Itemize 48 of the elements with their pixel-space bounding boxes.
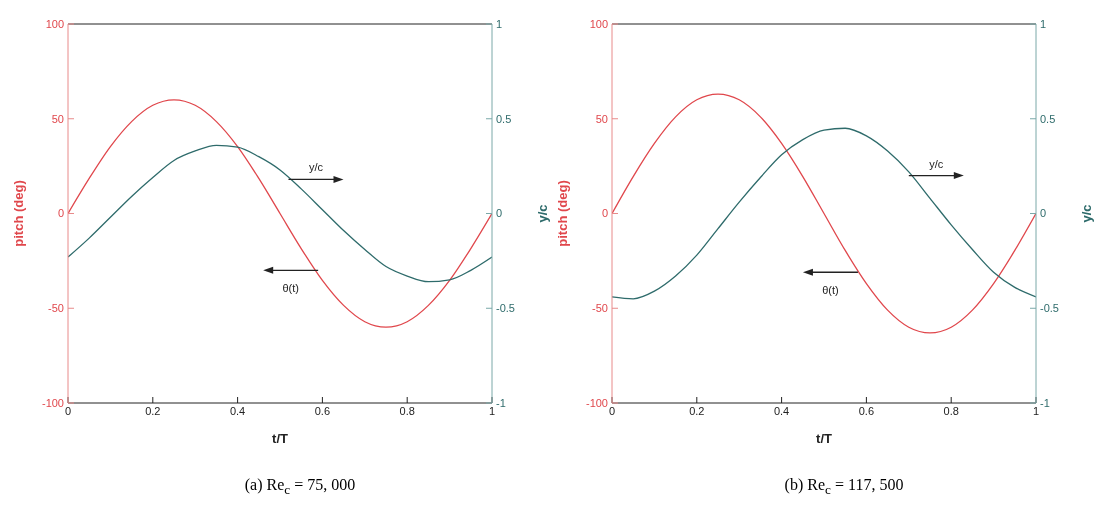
line-series <box>68 144 492 283</box>
y-axis-title: pitch (deg) <box>554 180 570 247</box>
y2-axis-title: y/c <box>534 204 550 223</box>
x-tick-label: 1 <box>1032 404 1040 417</box>
y-axis-title: pitch (deg) <box>10 180 26 247</box>
y-tick-label: 50 <box>51 112 64 125</box>
annotation: θ(t) <box>282 282 299 295</box>
text: (a) Re$_{c}$ = 75, 000 <box>243 476 357 499</box>
y-tick-label: -100 <box>585 396 608 409</box>
annotation: y/c <box>929 157 944 170</box>
y2-tick-label: 1 <box>1040 17 1047 30</box>
y2-tick-label: 0 <box>1040 207 1047 220</box>
x-tick-label: 0.6 <box>858 404 875 417</box>
x-tick-label: 0 <box>64 404 72 417</box>
y-tick-label: -50 <box>48 302 64 315</box>
text: (b) Re$_{c}$ = 117, 500 <box>783 476 905 499</box>
line-series <box>612 93 1036 334</box>
y2-tick-label: -0.5 <box>1040 302 1059 315</box>
x-tick-label: 0.2 <box>689 404 705 417</box>
y2-axis-title: y/c <box>1078 204 1094 223</box>
y2-tick-label: -1 <box>1040 396 1050 409</box>
y-tick-label: -50 <box>592 302 608 315</box>
x-tick-label: 0.6 <box>314 404 331 417</box>
line-series <box>68 99 492 328</box>
y-tick-label: 100 <box>45 17 64 30</box>
y-tick-label: 100 <box>589 17 608 30</box>
x-tick-label: 0.8 <box>399 404 415 417</box>
y-tick-label: 0 <box>57 207 64 220</box>
annotation: θ(t) <box>822 284 839 297</box>
x-tick-label: 0.4 <box>229 404 246 417</box>
y2-tick-label: 0 <box>496 207 503 220</box>
x-axis-title: t/T <box>272 431 288 446</box>
x-tick-label: 0 <box>608 404 616 417</box>
annotation: y/c <box>308 161 324 174</box>
y-tick-label: 0 <box>601 207 608 220</box>
y2-tick-label: 0.5 <box>496 112 512 125</box>
x-tick-label: 0.4 <box>773 404 790 417</box>
y2-tick-label: -0.5 <box>496 302 515 315</box>
x-axis-title: t/T <box>816 431 832 446</box>
y2-tick-label: -1 <box>496 396 506 409</box>
x-tick-label: 0.2 <box>145 404 161 417</box>
y-tick-label: 50 <box>595 112 608 125</box>
y-tick-label: -100 <box>41 396 64 409</box>
x-tick-label: 1 <box>488 404 496 417</box>
line-series <box>612 127 1036 300</box>
y2-tick-label: 0.5 <box>1040 112 1056 125</box>
x-tick-label: 0.8 <box>943 404 959 417</box>
y2-tick-label: 1 <box>496 17 503 30</box>
